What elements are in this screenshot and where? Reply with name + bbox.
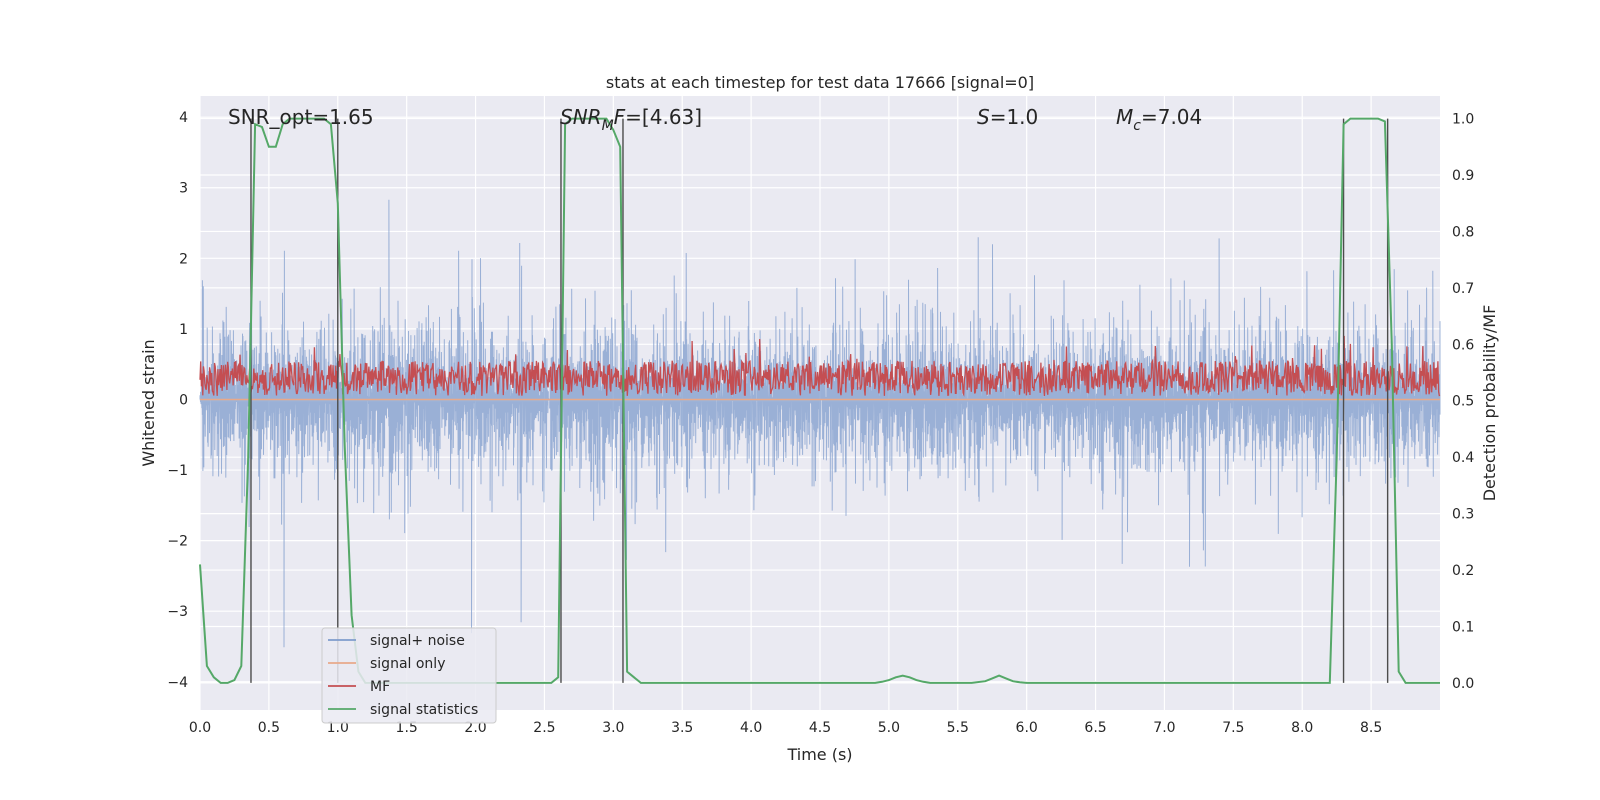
x-tick-label: 2.0 bbox=[464, 720, 486, 736]
x-tick-label: 3.5 bbox=[671, 720, 693, 736]
y-tick-label: −4 bbox=[167, 675, 188, 691]
y-tick-label: 2 bbox=[179, 251, 188, 267]
annotation-s-rest: =1.0 bbox=[990, 105, 1039, 129]
chart-title: stats at each timestep for test data 176… bbox=[606, 73, 1034, 92]
x-tick-label: 7.5 bbox=[1222, 720, 1244, 736]
x-tick-label: 4.0 bbox=[740, 720, 762, 736]
x-tick-label: 2.5 bbox=[533, 720, 555, 736]
legend-label-signal-noise: signal+ noise bbox=[370, 633, 465, 649]
y-right-tick-label: 0.0 bbox=[1452, 676, 1474, 692]
x-tick-label: 0.5 bbox=[258, 720, 280, 736]
y-tick-label: 4 bbox=[179, 110, 188, 126]
x-tick-label: 6.0 bbox=[1016, 720, 1038, 736]
y-right-axis-ticks: 1.0 0.9 0.8 0.7 0.6 0.5 0.4 0.3 0.2 0.1 0.0 bbox=[1452, 112, 1474, 692]
annotation-mc-rest: =7.04 bbox=[1141, 105, 1202, 129]
x-tick-label: 6.5 bbox=[1084, 720, 1106, 736]
legend-box bbox=[321, 627, 497, 724]
mf-line bbox=[199, 335, 1441, 397]
x-tick-label: 8.0 bbox=[1291, 720, 1313, 736]
x-tick-label: 3.0 bbox=[602, 720, 624, 736]
annotation-snr-mf-sub: M bbox=[602, 118, 614, 134]
y-right-tick-label: 0.8 bbox=[1452, 224, 1474, 240]
annotation-s-main: S bbox=[977, 105, 990, 129]
x-tick-label: 0.0 bbox=[189, 720, 211, 736]
y-right-tick-label: 0.2 bbox=[1452, 563, 1474, 579]
annotation-mc-main: M bbox=[1116, 105, 1133, 129]
legend: signal+ noise signal only MF signal stat… bbox=[321, 627, 497, 724]
y-right-tick-label: 0.5 bbox=[1452, 394, 1474, 410]
y-tick-label: 0 bbox=[179, 392, 188, 408]
y-axis-label: Whitened strain bbox=[139, 339, 158, 466]
x-tick-label: 8.5 bbox=[1360, 720, 1382, 736]
y-right-tick-label: 0.1 bbox=[1452, 619, 1474, 635]
annotation-snr-mf-value: =[4.63] bbox=[625, 105, 702, 129]
y-right-tick-label: 1.0 bbox=[1452, 112, 1474, 128]
x-axis-ticks: 0.0 0.5 1.0 1.5 2.0 2.5 3.0 3.5 4.0 4.5 5.0 5.5 6.0 6… bbox=[189, 720, 1382, 736]
signal-statistics-series bbox=[199, 117, 1440, 684]
y-right-tick-label: 0.7 bbox=[1452, 281, 1474, 297]
x-tick-label: 7.0 bbox=[1153, 720, 1175, 736]
x-axis-label: Time (s) bbox=[786, 745, 852, 764]
y-right-tick-label: 0.6 bbox=[1452, 337, 1474, 353]
mf-series bbox=[199, 335, 1441, 397]
x-tick-label: 4.5 bbox=[809, 720, 831, 736]
annotation-mc: Mc=7.04 bbox=[1116, 105, 1202, 134]
legend-label-signal-statistics: signal statistics bbox=[370, 702, 478, 718]
y-right-tick-label: 0.3 bbox=[1452, 507, 1474, 523]
y-right-axis-label: Detection probability/MF bbox=[1480, 305, 1499, 502]
annotation-s: S=1.0 bbox=[977, 105, 1038, 129]
x-tick-label: 1.5 bbox=[396, 720, 418, 736]
x-tick-label: 1.0 bbox=[327, 720, 349, 736]
y-axis-ticks: 4 3 2 1 0 −1 −2 −3 −4 bbox=[167, 110, 188, 691]
legend-label-mf: MF bbox=[370, 679, 390, 695]
y-tick-label: −2 bbox=[167, 534, 188, 550]
x-tick-label: 5.5 bbox=[947, 720, 969, 736]
y-right-tick-label: 0.4 bbox=[1452, 450, 1474, 466]
legend-label-signal-only: signal only bbox=[370, 656, 445, 672]
annotation-snr-opt: SNR_opt=1.65 bbox=[228, 105, 374, 129]
annotation-snr-mf-f: F bbox=[614, 105, 626, 129]
annotation-snr-mf: SNRMF=[4.63] bbox=[560, 105, 702, 134]
y-tick-label: 3 bbox=[179, 181, 188, 197]
x-tick-label: 5.0 bbox=[878, 720, 900, 736]
y-right-tick-label: 0.9 bbox=[1452, 168, 1474, 184]
y-tick-label: −3 bbox=[167, 604, 188, 620]
annotation-mc-sub: c bbox=[1133, 118, 1141, 134]
y-tick-label: −1 bbox=[167, 463, 188, 479]
y-tick-label: 1 bbox=[179, 322, 188, 338]
annotation-snr-mf-main: SNR bbox=[560, 105, 602, 129]
signal-statistics-line bbox=[199, 117, 1440, 684]
